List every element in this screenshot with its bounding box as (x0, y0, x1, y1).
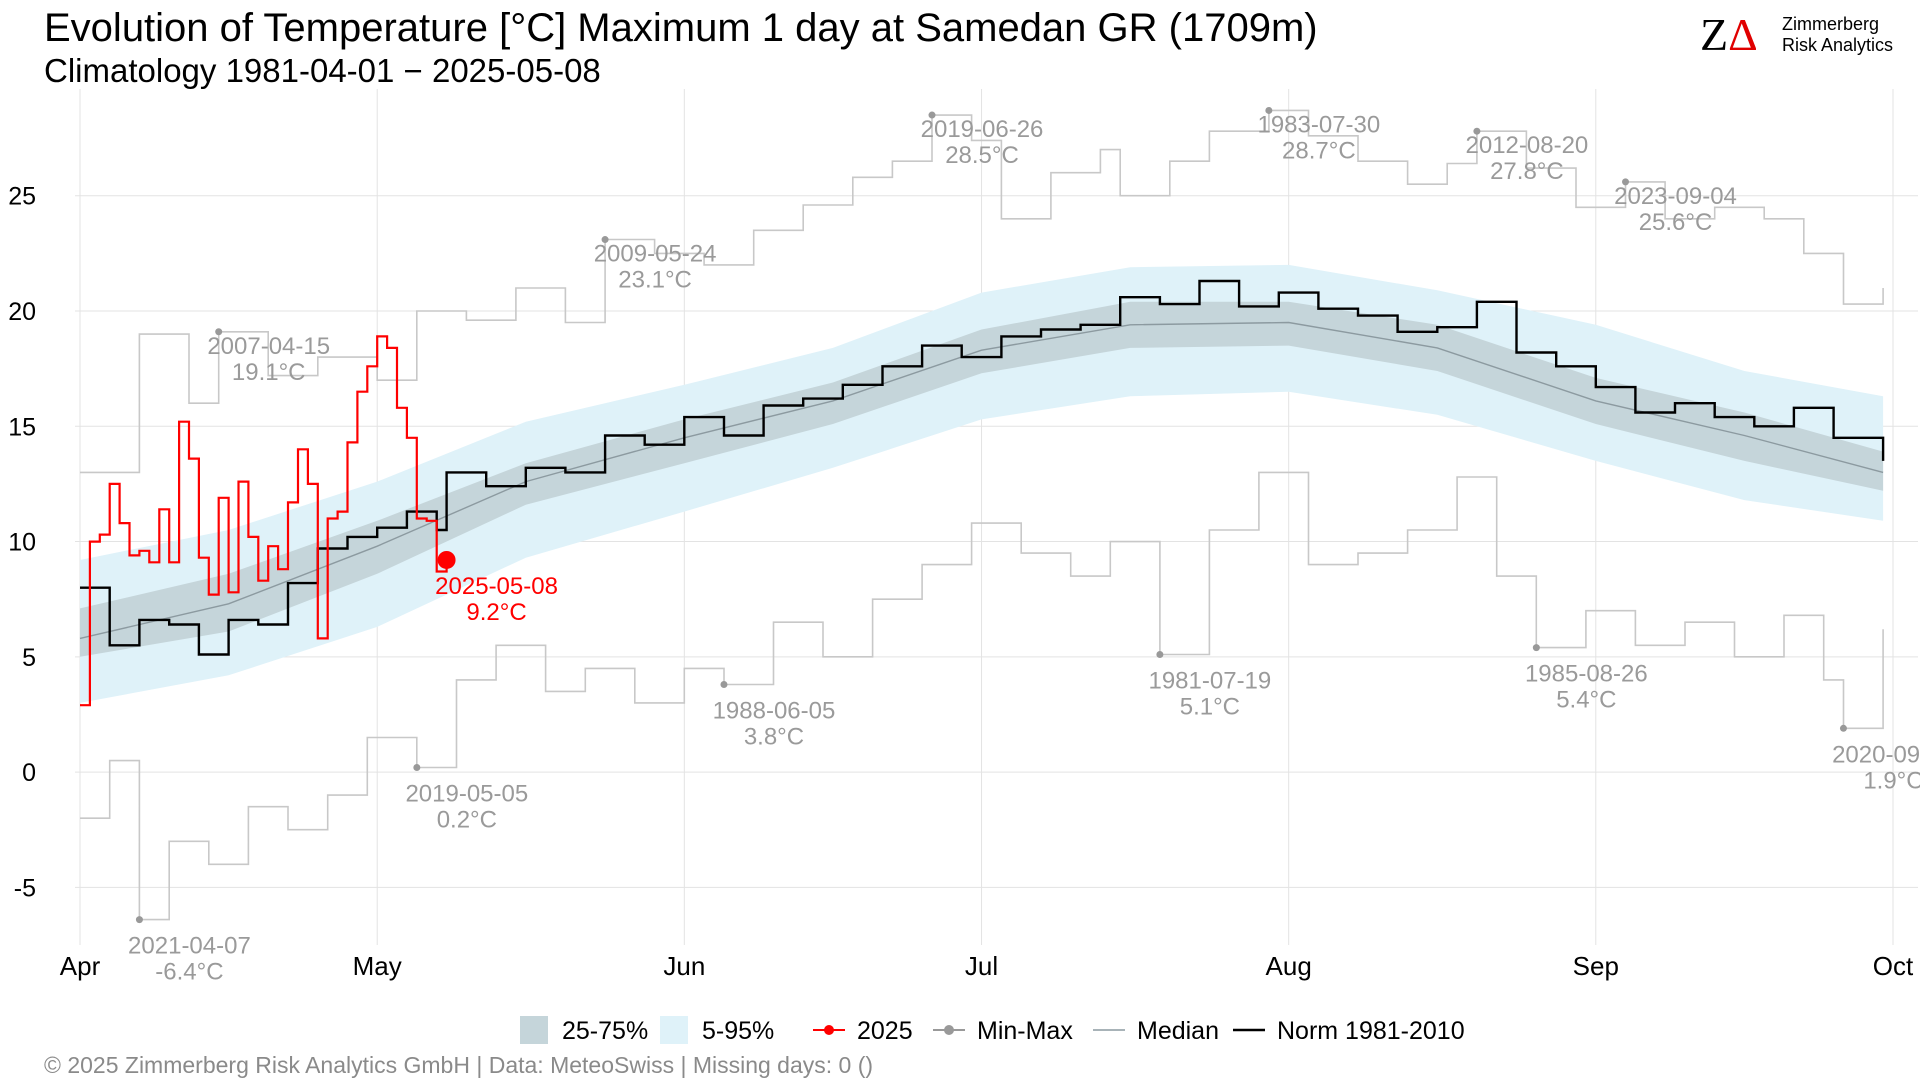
record-label-date: 1985-08-26 (1525, 661, 1648, 688)
current-2025-point (437, 550, 456, 569)
record-label-value: 28.5°C (945, 142, 1019, 169)
legend-swatch-band-25-75 (520, 1016, 548, 1044)
record-points (135, 106, 1847, 924)
logo-line-1: Zimmerberg (1782, 14, 1880, 34)
record-label-value: 5.4°C (1556, 687, 1616, 714)
record-label-value: -6.4°C (155, 959, 223, 986)
x-tick-label: Jun (663, 951, 705, 981)
x-tick-label: Aug (1266, 951, 1312, 981)
y-tick-label: 20 (8, 298, 36, 326)
y-tick-label: 25 (8, 183, 36, 211)
record-label-date: 1981-07-19 (1148, 668, 1271, 695)
record-label-date: 2025-05-08 (435, 573, 558, 600)
footer-credit: © 2025 Zimmerberg Risk Analytics GmbH | … (44, 1052, 874, 1078)
record-label-value: 5.1°C (1180, 694, 1240, 721)
record-label-date: 2019-06-26 (921, 116, 1044, 143)
legend-label: 5-95% (702, 1017, 774, 1045)
record-label-value: 0.2°C (437, 806, 497, 833)
legend-swatch-band-5-95 (660, 1016, 688, 1044)
legend-label: Min-Max (977, 1017, 1073, 1045)
record-label-value: 27.8°C (1490, 158, 1564, 185)
record-label-value: 9.2°C (466, 599, 526, 626)
max-record-point (1265, 106, 1273, 114)
y-tick-label: 0 (22, 759, 36, 787)
legend: 25-75% 5-95% 2025 Min-Max Median Norm 1981-20… (520, 1016, 1465, 1045)
record-label-value: 23.1°C (618, 267, 692, 294)
legend-label: 25-75% (562, 1017, 648, 1045)
band-5-95 (80, 264, 1884, 703)
legend-label: Median (1137, 1017, 1219, 1045)
x-tick-label: Apr (60, 951, 101, 981)
logo-mark-icon: ZΔ (1700, 9, 1758, 60)
record-label-value: 19.1°C (232, 359, 306, 386)
axis-labels: -5 0 5 10 15 20 25 Apr May Jun Jul Aug Sep Oct (8, 183, 1914, 981)
legend-label: 2025 (857, 1017, 913, 1045)
chart-title: Evolution of Temperature [°C] Maximum 1 … (44, 6, 1318, 50)
band-25-75 (80, 301, 1884, 657)
y-tick-label: 15 (8, 413, 36, 441)
max-record-line (80, 109, 1884, 474)
x-tick-label: May (353, 951, 402, 981)
max-record-point (928, 111, 936, 119)
min-record-point (720, 680, 728, 688)
record-label-date: 1983-07-30 (1257, 111, 1380, 138)
record-label-date: 2012-08-20 (1466, 132, 1589, 159)
legend-dot-current (824, 1025, 834, 1035)
y-tick-label: -5 (14, 874, 36, 902)
record-label-value: 28.7°C (1282, 137, 1356, 164)
record-label-value: 25.6°C (1639, 209, 1713, 236)
min-record-line (80, 471, 1884, 921)
logo-line-2: Risk Analytics (1782, 35, 1894, 55)
record-label-date: 2020-09-26 (1832, 741, 1920, 768)
max-record-point (1473, 127, 1481, 135)
record-label-date: 2009-05-24 (594, 241, 717, 268)
record-label-date: 2021-04-07 (128, 933, 251, 960)
max-record-point (1622, 178, 1630, 186)
min-record-point (1532, 644, 1540, 652)
record-label-date: 2019-05-05 (405, 780, 528, 807)
current-2025-line (80, 335, 448, 707)
record-label-date: 1988-06-05 (713, 697, 836, 724)
company-logo: ZΔ Zimmerberg Risk Analytics (1700, 8, 1900, 64)
min-record-point (1839, 724, 1847, 732)
chart-subtitle: Climatology 1981-04-01 − 2025-05-08 (44, 52, 601, 89)
percentile-bands (80, 264, 1884, 703)
record-label-date: 2023-09-04 (1614, 183, 1737, 210)
min-record-point (135, 916, 143, 924)
x-tick-label: Oct (1873, 951, 1914, 981)
record-label-value: 1.9°C (1863, 767, 1920, 794)
legend-dot-minmax (944, 1025, 954, 1035)
y-tick-label: 5 (22, 644, 36, 672)
record-label-value: 3.8°C (744, 723, 804, 750)
max-record-point (601, 236, 609, 244)
logo-text: Zimmerberg Risk Analytics (1782, 14, 1893, 56)
series-lines (79, 109, 1885, 921)
x-tick-label: Sep (1573, 951, 1619, 981)
max-record-point (215, 328, 223, 336)
median-line (79, 321, 1884, 640)
y-tick-label: 10 (8, 529, 36, 557)
legend-label: Norm 1981-2010 (1277, 1017, 1465, 1045)
x-tick-label: Jul (965, 951, 998, 981)
min-record-point (413, 763, 421, 771)
min-record-point (1156, 651, 1164, 659)
record-label-date: 2007-04-15 (207, 333, 330, 360)
